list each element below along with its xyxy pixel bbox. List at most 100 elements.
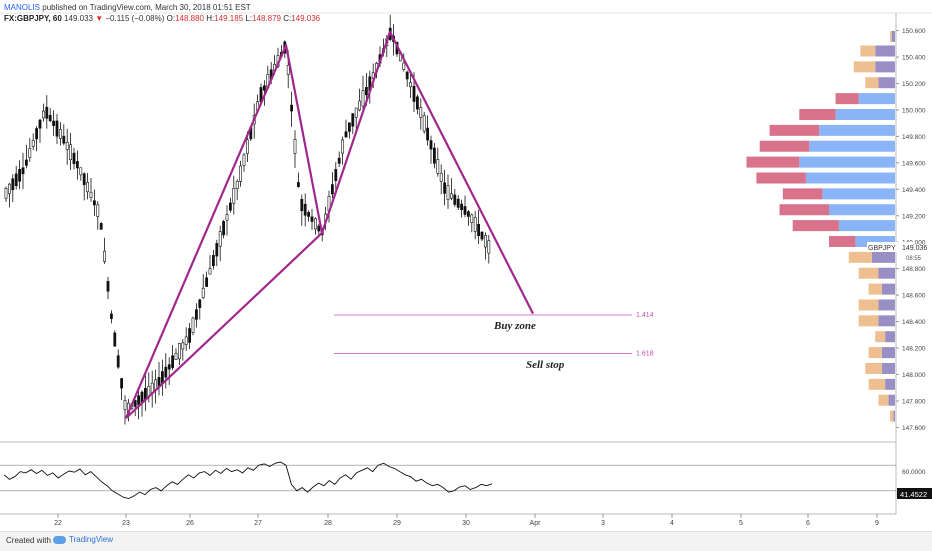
candle-body	[456, 198, 460, 208]
time-axis[interactable]: 22 23 26 27 28 29 30 Apr 3 4 5 6 9	[54, 514, 879, 527]
volume-profile-up-bar	[893, 410, 895, 422]
tradingview-link[interactable]: TradingView	[53, 535, 113, 544]
price-tick-label: 148.000	[902, 372, 926, 379]
candle-body	[310, 216, 314, 222]
candle-body	[347, 122, 351, 132]
price-tick-label: 149.600	[902, 160, 926, 167]
volume-profile-up-bar	[858, 93, 895, 105]
candle-body	[351, 113, 355, 127]
oscillator-last-value: 41.4522	[897, 488, 932, 499]
time-tick-label: 28	[324, 520, 332, 527]
symbol-label[interactable]: FX:GBPJPY, 60	[4, 14, 62, 23]
candle-body	[364, 87, 368, 96]
annotation-buy-zone: Buy zone	[494, 320, 536, 332]
candle-body	[171, 355, 175, 368]
candle-body	[205, 277, 209, 287]
volume-profile-down-bar	[868, 347, 882, 359]
candle-body	[38, 119, 42, 129]
candle-body	[460, 203, 464, 211]
candle-body	[82, 173, 86, 185]
price-tag-value: 149.036	[902, 245, 927, 252]
volume-profile-down-bar	[853, 61, 876, 73]
volume-profile-up-bar	[871, 251, 895, 263]
price-tick-label: 148.800	[902, 266, 926, 273]
volume-profile-down-bar	[835, 93, 859, 105]
candle-body	[487, 240, 491, 254]
candle-body	[65, 142, 69, 150]
price-tick-label: 150.000	[902, 107, 926, 114]
candle-body	[99, 223, 103, 230]
candle-body	[470, 214, 474, 223]
candle-body	[195, 309, 198, 320]
candle-body	[334, 169, 338, 181]
price-tick-label: 147.800	[902, 398, 926, 405]
candle-body	[198, 299, 202, 308]
candle-body	[93, 200, 96, 206]
candle-body	[354, 107, 358, 118]
oscillator-tick-label: 60.0000	[902, 469, 926, 476]
candle-body	[293, 138, 297, 154]
candle-body	[76, 161, 79, 169]
candle-body	[232, 188, 236, 204]
volume-profile-down-bar	[868, 283, 882, 295]
candle-body	[229, 202, 232, 211]
volume-profile-up-bar	[829, 204, 895, 216]
candle-body	[415, 96, 419, 110]
volume-profile-up-bar	[822, 188, 895, 200]
candle-body	[79, 167, 83, 176]
candle-body	[330, 184, 334, 195]
price-axis[interactable]: 147.600 147.800 148.000 148.200 148.400 148.6…	[896, 28, 926, 432]
close-label: C:	[283, 14, 292, 23]
candle-body	[480, 231, 484, 240]
volume-profile-up-bar	[835, 108, 895, 120]
volume-profile-down-bar	[782, 188, 823, 200]
footer-bar: Created with TradingView	[0, 531, 932, 551]
chart-header: MANOLIS published on TradingView.com, Ma…	[4, 2, 320, 24]
candle-body	[225, 214, 229, 221]
tradingview-cloud-icon	[53, 535, 66, 544]
candle-body	[432, 147, 436, 164]
candle-body	[242, 154, 246, 166]
volume-profile-down-bar	[848, 251, 872, 263]
candle-body	[48, 114, 52, 122]
candle-body	[344, 131, 348, 138]
candle-body	[337, 157, 341, 164]
candle-body	[106, 281, 110, 292]
volume-profile-down-bar	[769, 124, 820, 136]
candle-body	[62, 135, 66, 144]
candle-body	[473, 217, 477, 232]
candle-body	[28, 148, 32, 158]
candle-body	[439, 172, 443, 182]
candle-body	[11, 178, 15, 191]
candle-body	[133, 399, 137, 407]
candle-body	[341, 139, 345, 154]
high-value: 149.185	[214, 14, 244, 23]
volume-profile-down-bar	[860, 45, 876, 57]
price-tick-label: 148.400	[902, 319, 926, 326]
volume-profile-down-bar	[858, 299, 879, 311]
candle-body	[313, 218, 317, 230]
harmonic-pattern[interactable]	[124, 30, 534, 419]
candle-body	[58, 129, 62, 139]
volume-profile-down-bar	[865, 362, 882, 374]
volume-profile-up-bar	[885, 378, 895, 390]
time-tick-label: 4	[670, 520, 674, 527]
volume-profile-up-bar	[855, 235, 895, 247]
candle-body	[422, 115, 426, 132]
candle-body	[246, 139, 249, 154]
price-tick-label: 148.600	[902, 293, 926, 300]
time-tick-label: 22	[54, 520, 62, 527]
price-candles	[4, 14, 491, 425]
price-tick-label: 149.800	[902, 134, 926, 141]
candle-body	[235, 181, 239, 189]
volume-profile-up-bar	[881, 283, 895, 295]
candle-body	[164, 366, 168, 378]
volume-profile-up-bar	[878, 267, 895, 279]
pattern-xb-line	[125, 232, 323, 419]
author-name[interactable]: MANOLIS	[4, 3, 41, 12]
fibonacci-levels[interactable]: 1.414 1.618	[334, 312, 654, 357]
candle-body	[212, 255, 215, 267]
candle-body	[41, 110, 45, 119]
published-text: published on TradingView.com, March 30, …	[42, 3, 251, 12]
